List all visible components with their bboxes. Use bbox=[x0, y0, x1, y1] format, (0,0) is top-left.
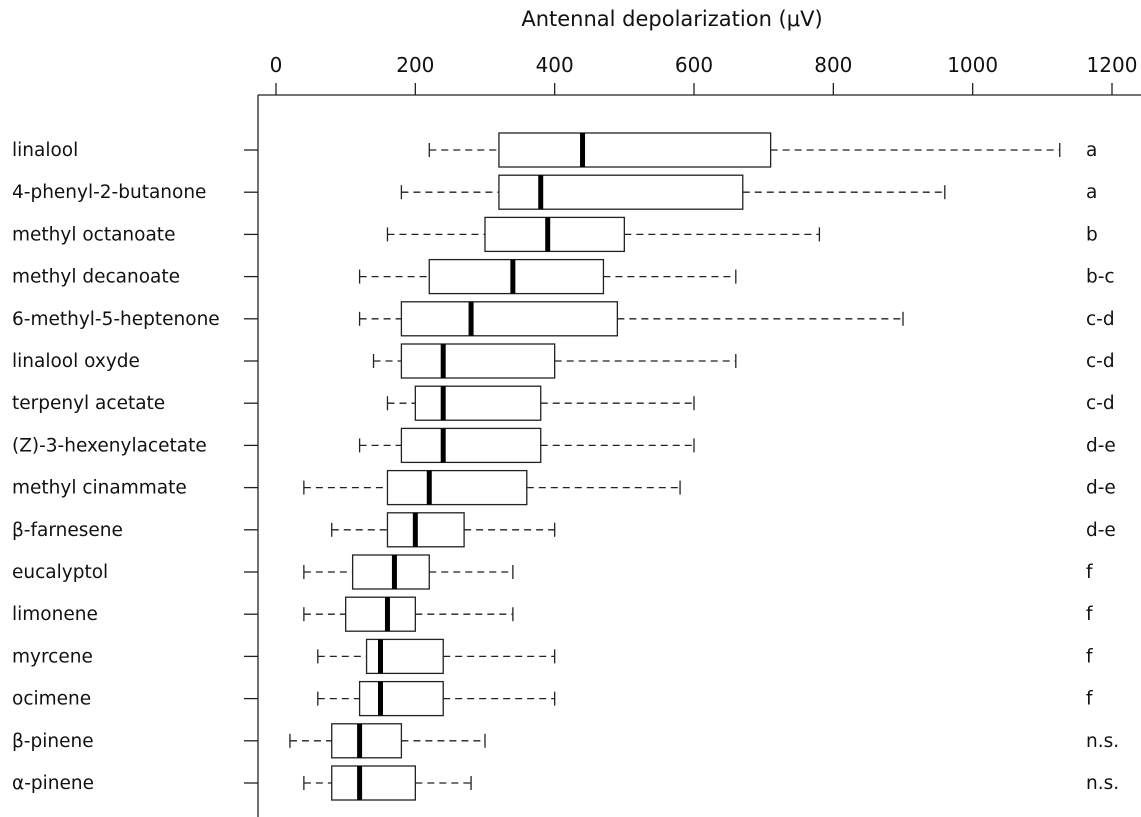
box-row: linalool oxyde c-d bbox=[12, 343, 1115, 379]
category-label: 4-phenyl-2-butanone bbox=[12, 182, 206, 203]
category-label: β-farnesene bbox=[12, 520, 123, 541]
significance-group-label: a bbox=[1086, 182, 1097, 203]
x-axis-ticks: 0 200 400 600 800 1000 1200 bbox=[270, 53, 1138, 95]
x-axis-title: Antennal depolarization (μV) bbox=[521, 7, 822, 31]
significance-group-label: b bbox=[1086, 224, 1098, 245]
category-label: 6-methyl-5-heptenone bbox=[12, 309, 220, 330]
iqr-box bbox=[498, 132, 772, 168]
iqr-box bbox=[386, 512, 465, 548]
x-tick-label: 0 bbox=[270, 53, 283, 77]
significance-group-label: n.s. bbox=[1086, 731, 1119, 752]
category-label: methyl octanoate bbox=[12, 224, 175, 245]
significance-group-label: f bbox=[1086, 689, 1093, 710]
x-tick-label: 1000 bbox=[947, 53, 998, 77]
box-row: limonene f bbox=[12, 596, 1093, 632]
box-row: ocimene f bbox=[12, 680, 1093, 717]
significance-group-label: c-d bbox=[1086, 309, 1115, 330]
iqr-box bbox=[345, 596, 416, 632]
category-label: methyl decanoate bbox=[12, 267, 180, 288]
significance-group-label: c-d bbox=[1086, 393, 1115, 414]
box-row: α-pinene n.s. bbox=[12, 765, 1119, 801]
box-row: methyl decanoate b-c bbox=[12, 258, 1115, 295]
category-label: methyl cinammate bbox=[12, 478, 187, 499]
iqr-box bbox=[351, 554, 430, 590]
iqr-box bbox=[414, 385, 542, 421]
box-row: linalool a bbox=[12, 132, 1097, 168]
significance-group-label: f bbox=[1086, 604, 1093, 625]
significance-group-label: f bbox=[1086, 646, 1093, 667]
category-label: linalool bbox=[12, 140, 78, 161]
box-row: β-farnesene d-e bbox=[12, 512, 1116, 548]
box-row: eucalyptol f bbox=[12, 554, 1093, 590]
category-label: β-pinene bbox=[12, 731, 94, 752]
iqr-box bbox=[400, 301, 619, 337]
box-rows: linalool a 4-phenyl-2-butanone a methyl octa… bbox=[12, 132, 1119, 801]
iqr-box bbox=[498, 174, 744, 210]
significance-group-label: f bbox=[1086, 562, 1093, 583]
category-label: myrcene bbox=[12, 646, 93, 667]
box-row: methyl octanoate b bbox=[12, 216, 1098, 253]
iqr-box bbox=[400, 427, 542, 464]
x-tick-label: 200 bbox=[396, 53, 434, 77]
box-row: (Z)-3-hexenylacetate d-e bbox=[12, 427, 1116, 464]
iqr-box bbox=[386, 469, 528, 506]
significance-group-label: d-e bbox=[1086, 520, 1116, 541]
box-row: 4-phenyl-2-butanone a bbox=[12, 174, 1097, 210]
significance-group-label: b-c bbox=[1086, 267, 1115, 288]
x-tick-label: 600 bbox=[675, 53, 713, 77]
iqr-box bbox=[331, 765, 416, 801]
box-row: 6-methyl-5-heptenone c-d bbox=[12, 301, 1115, 337]
category-label: (Z)-3-hexenylacetate bbox=[12, 435, 207, 456]
significance-group-label: d-e bbox=[1086, 435, 1116, 456]
significance-group-label: c-d bbox=[1086, 351, 1115, 372]
category-label: eucalyptol bbox=[12, 562, 108, 583]
iqr-box bbox=[428, 258, 605, 295]
category-label: α-pinene bbox=[12, 773, 94, 794]
significance-group-label: d-e bbox=[1086, 478, 1116, 499]
iqr-box bbox=[331, 723, 403, 759]
iqr-box bbox=[400, 343, 556, 379]
x-tick-label: 800 bbox=[814, 53, 852, 77]
iqr-box bbox=[358, 680, 444, 717]
x-tick-label: 400 bbox=[536, 53, 574, 77]
box-row: myrcene f bbox=[12, 638, 1093, 675]
category-label: ocimene bbox=[12, 689, 91, 710]
box-row: methyl cinammate d-e bbox=[12, 469, 1116, 506]
category-label: limonene bbox=[12, 604, 98, 625]
box-row: β-pinene n.s. bbox=[12, 723, 1119, 759]
iqr-box bbox=[484, 216, 625, 253]
box-row: terpenyl acetate c-d bbox=[12, 385, 1115, 421]
category-label: terpenyl acetate bbox=[12, 393, 165, 414]
significance-group-label: a bbox=[1086, 140, 1097, 161]
category-label: linalool oxyde bbox=[12, 351, 140, 372]
significance-group-label: n.s. bbox=[1086, 773, 1119, 794]
x-tick-label: 1200 bbox=[1087, 53, 1138, 77]
